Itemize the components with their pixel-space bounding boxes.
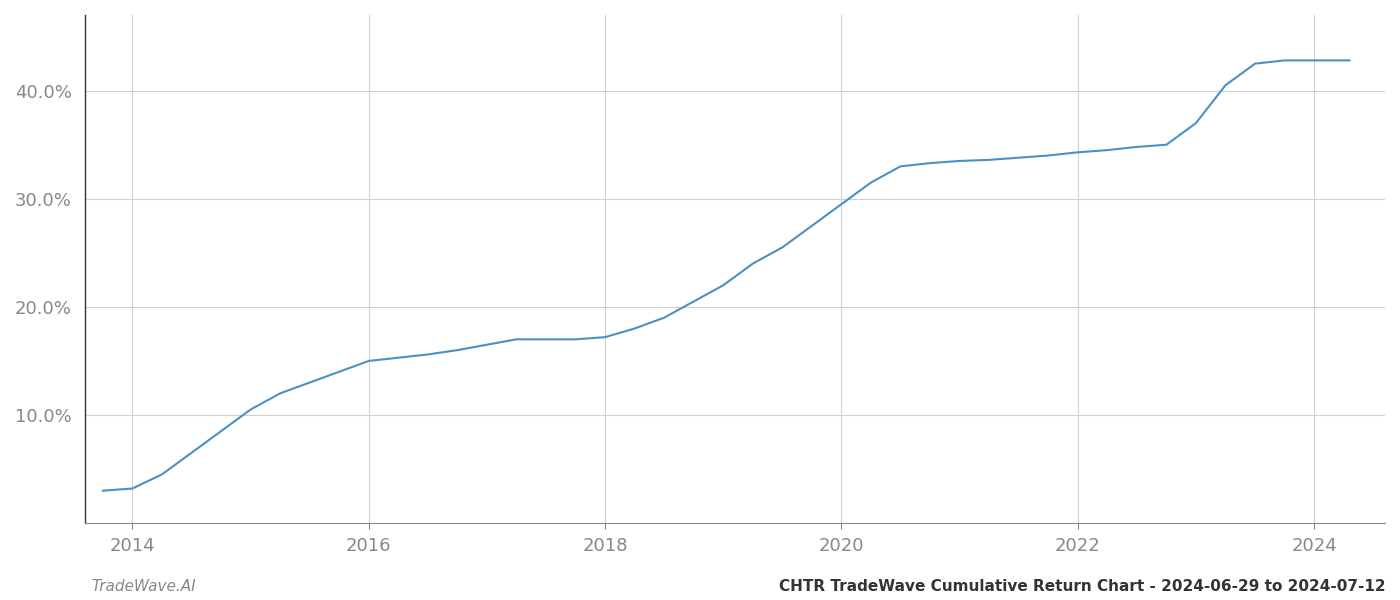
- Text: TradeWave.AI: TradeWave.AI: [91, 579, 196, 594]
- Text: CHTR TradeWave Cumulative Return Chart - 2024-06-29 to 2024-07-12: CHTR TradeWave Cumulative Return Chart -…: [780, 579, 1386, 594]
